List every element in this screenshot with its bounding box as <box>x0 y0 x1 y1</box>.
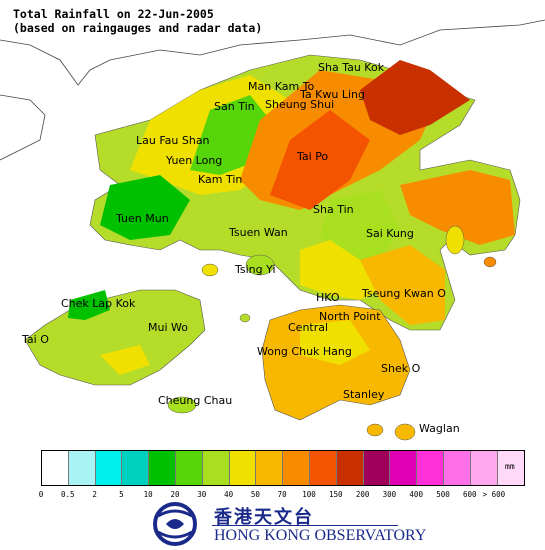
label-sha-tau-kok: Sha Tau Kok <box>318 61 385 74</box>
legend-ticks: 0 0.5 2 5 10 20 30 40 50 70 100 150 200 300 400 500 600 >… <box>30 490 545 502</box>
legend-swatch <box>256 451 284 485</box>
legend-swatch <box>42 451 69 485</box>
label-san-tin: San Tin <box>214 100 255 113</box>
legend-tick-label: 400 <box>409 490 423 499</box>
legend-unit: mm <box>505 462 515 471</box>
legend-tick-label: 5 <box>119 490 124 499</box>
legend-tick-label: > 600 <box>482 490 506 499</box>
hko-emblem-icon <box>153 502 197 546</box>
label-man-kam-to: Man Kam To <box>248 80 315 93</box>
label-cheung-chau: Cheung Chau <box>158 394 232 407</box>
label-mui-wo: Mui Wo <box>148 321 188 334</box>
legend-tick-label: 10 <box>143 490 153 499</box>
legend-swatch <box>470 451 498 485</box>
label-ta-kwu-ling: Ta Kwu Ling <box>299 88 365 101</box>
legend-tick-label: 150 <box>329 490 343 499</box>
legend-swatch <box>283 451 310 485</box>
legend-tick-label: 40 <box>224 490 234 499</box>
legend-tick-label: 70 <box>277 490 287 499</box>
legend-swatch <box>202 451 230 485</box>
title-line-1: Total Rainfall on 22-Jun-2005 <box>13 7 214 21</box>
label-north-point: North Point <box>319 310 381 323</box>
label-tai-o: Tai O <box>21 333 49 346</box>
label-tai-po: Tai Po <box>296 150 328 163</box>
legend-tick-label: 500 <box>436 490 450 499</box>
legend-tick-label: 30 <box>197 490 207 499</box>
legend-tick-label: 50 <box>250 490 260 499</box>
rainfall-map: Sha Tau Kok Man Kam To Ta Kwu Ling San T… <box>0 19 545 441</box>
rainfall-legend <box>41 450 526 486</box>
legend-swatch <box>229 451 257 485</box>
label-tuen-mun: Tuen Mun <box>115 212 169 225</box>
label-sai-kung: Sai Kung <box>366 227 414 240</box>
hko-logo: 香港天文台 HONG KONG OBSERVATORY <box>148 500 426 548</box>
legend-tick-label: 600 <box>463 490 477 499</box>
legend-swatch <box>336 451 364 485</box>
legend-tick-label: 2 <box>92 490 97 499</box>
legend-swatch <box>443 451 471 485</box>
legend-swatch <box>149 451 176 485</box>
legend-tick-label: 300 <box>382 490 397 499</box>
label-hko: HKO <box>316 291 340 304</box>
label-shek-o: Shek O <box>381 362 421 375</box>
lantau-island <box>24 289 206 386</box>
legend-swatch <box>417 451 444 485</box>
label-lau-fau-shan: Lau Fau Shan <box>136 134 210 147</box>
mainland-outline <box>0 19 545 86</box>
logo-chinese-text: 香港天文台 <box>214 507 314 528</box>
legend-tick-label: 100 <box>302 490 316 499</box>
label-tsuen-wan: Tsuen Wan <box>228 226 288 239</box>
new-territories <box>89 54 521 331</box>
legend-tick-label: 0 <box>38 490 44 499</box>
label-yuen-long: Yuen Long <box>165 154 222 167</box>
legend-swatch <box>175 451 203 485</box>
label-stanley: Stanley <box>343 388 385 401</box>
legend-swatch <box>363 451 391 485</box>
label-central: Central <box>288 321 328 334</box>
logo-divider <box>212 525 398 526</box>
coast-west <box>0 94 46 161</box>
label-kam-tin: Kam Tin <box>198 173 242 186</box>
legend-swatch <box>497 451 525 485</box>
legend-swatch <box>309 451 337 485</box>
legend-tick-label: 200 <box>355 490 370 499</box>
legend-tick-label: 0.5 <box>61 490 75 499</box>
legend-swatch <box>122 451 150 485</box>
label-tsing-yi: Tsing Yi <box>234 263 276 276</box>
hong-kong-island <box>261 304 411 421</box>
map-title: Total Rainfall on 22-Jun-2005 (based on … <box>13 7 262 35</box>
label-waglan: Waglan <box>419 422 460 435</box>
label-sha-tin: Sha Tin <box>313 203 354 216</box>
legend-swatch <box>68 451 96 485</box>
label-wong-chuk-hang: Wong Chuk Hang <box>257 345 352 358</box>
label-sheung-shui: Sheung Shui <box>265 98 334 111</box>
label-tseung-kwan-o: Tseung Kwan O <box>361 287 446 300</box>
legend-swatch <box>390 451 418 485</box>
label-chek-lap-kok: Chek Lap Kok <box>61 297 136 310</box>
logo-english-text: HONG KONG OBSERVATORY <box>214 527 427 544</box>
legend-tick-label: 20 <box>170 490 180 499</box>
legend-swatch <box>95 451 123 485</box>
small-islands <box>167 225 497 441</box>
title-line-2: (based on raingauges and radar data) <box>13 21 263 35</box>
